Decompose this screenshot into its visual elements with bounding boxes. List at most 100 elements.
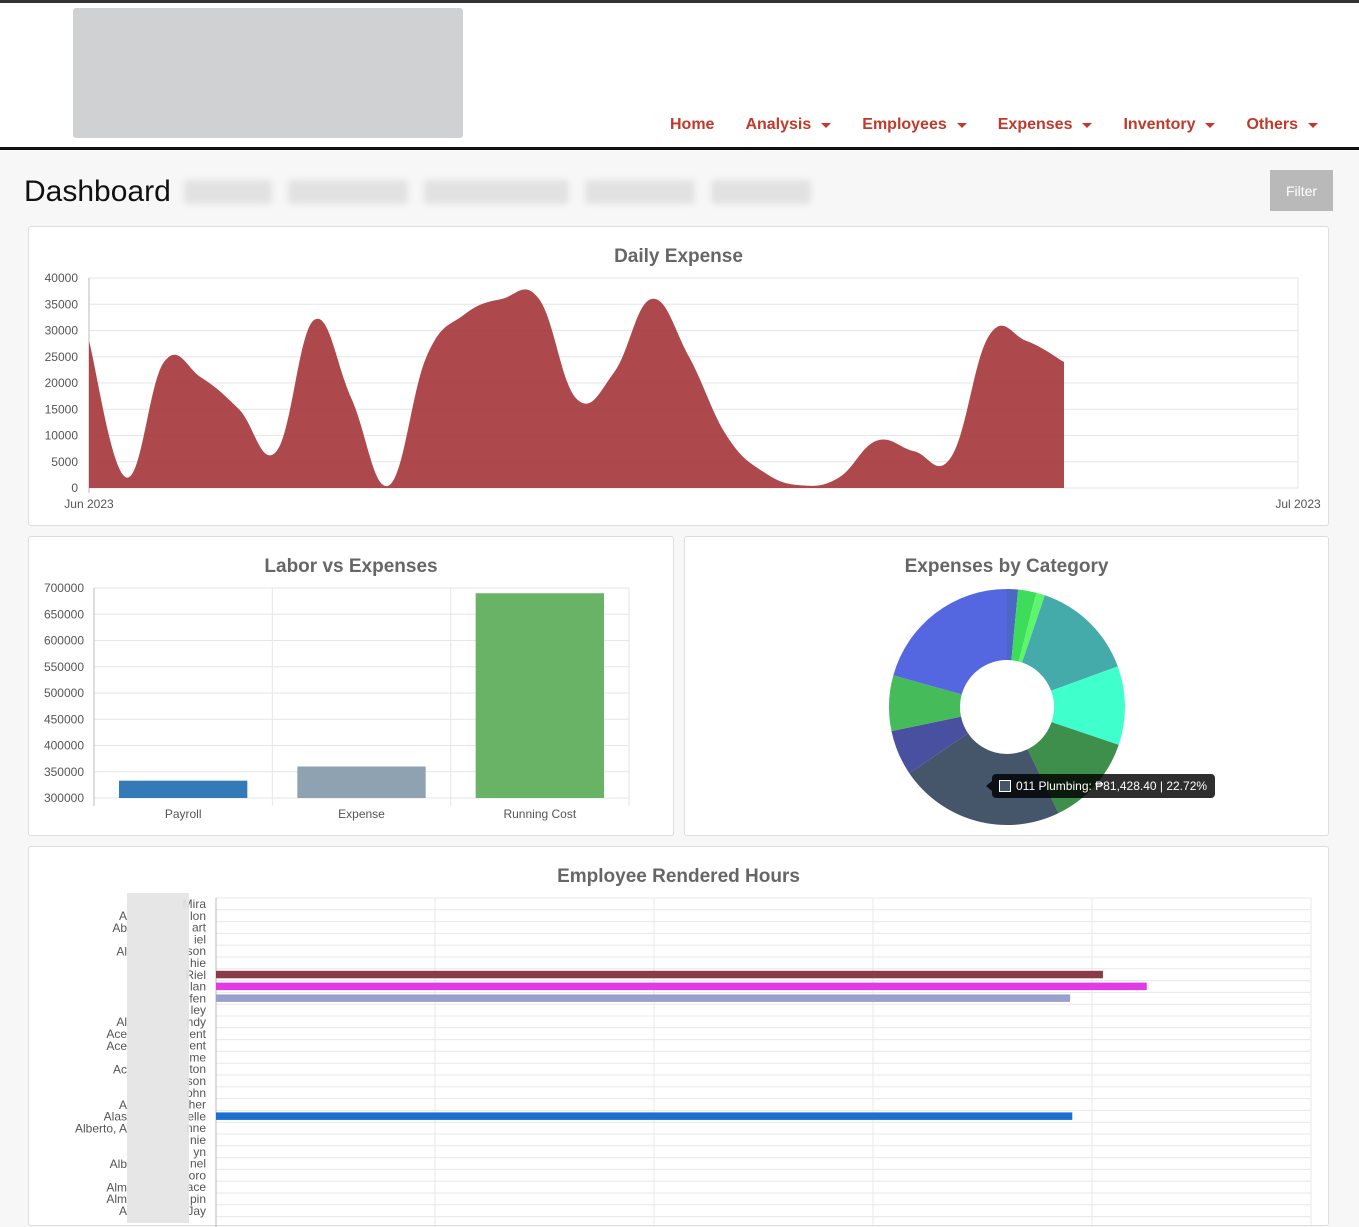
- redacted-subtitle: [184, 180, 811, 206]
- nav-others[interactable]: Others: [1246, 116, 1319, 134]
- employee-name-prefix: Alas: [104, 1110, 127, 1124]
- bar-expense: [297, 766, 426, 798]
- employee-name-suffix: ohn: [186, 1086, 206, 1100]
- daily-expense-title: Daily Expense: [614, 246, 743, 267]
- employee-name-suffix: ndy: [187, 1015, 206, 1029]
- tooltip-swatch: [999, 780, 1011, 792]
- x-end-label: Jul 2023: [1275, 497, 1321, 511]
- employee-name-suffix: ley: [191, 1003, 206, 1017]
- pie-slice-4: [1051, 666, 1125, 745]
- bar-running-cost: [475, 593, 604, 798]
- header-divider: [0, 147, 1359, 150]
- nav-home[interactable]: Home: [670, 116, 715, 133]
- daily-expense-panel: Daily Expense 0 5000 10000 15000 20000 25000 3…: [28, 226, 1329, 526]
- employee-name-prefix: Ace: [106, 1027, 127, 1041]
- employee-name-prefix: Ace: [106, 1039, 127, 1053]
- nav-analysis[interactable]: Analysis: [745, 116, 832, 134]
- pie-slice-9: [893, 589, 1007, 695]
- y-tick-label: 15000: [45, 402, 79, 416]
- employee-name-suffix: son: [187, 1074, 206, 1088]
- filter-button[interactable]: Filter: [1270, 170, 1333, 211]
- y-tick-label: 500000: [44, 686, 84, 700]
- y-tick-label: 30000: [45, 324, 79, 338]
- bar-payroll: [119, 780, 248, 798]
- page-title: Dashboard: [24, 175, 171, 208]
- header: Home Analysis Employees Expenses Invento…: [0, 3, 1359, 148]
- y-tick-label: 700000: [44, 581, 84, 595]
- caret-down-icon: [1082, 122, 1093, 128]
- employee-name-prefix: Alb: [110, 1157, 128, 1171]
- y-tick-label: 600000: [44, 634, 84, 648]
- y-tick-label: 25000: [45, 350, 79, 364]
- nav-expenses[interactable]: Expenses: [998, 116, 1093, 134]
- expenses-by-category-chart: [889, 589, 1125, 825]
- x-tick-label: Running Cost: [503, 807, 576, 821]
- employee-name-suffix: ent: [189, 1039, 206, 1053]
- employee-name-prefix: Alm: [106, 1192, 127, 1206]
- y-tick-label: 550000: [44, 660, 84, 674]
- employee-name-suffix: fen: [189, 991, 206, 1005]
- daily-expense-chart: 0 5000 10000 15000 20000 25000 30000 35000 40000…: [45, 271, 1321, 511]
- employee-name-suffix: lon: [190, 909, 206, 923]
- employee-hours-title: Employee Rendered Hours: [557, 866, 800, 887]
- daily-expense-area: [89, 289, 1064, 488]
- employee-name-suffix: Jay: [187, 1204, 206, 1218]
- y-tick-label: 35000: [45, 297, 79, 311]
- labor-vs-expenses-chart: 300000 350000 400000 450000 500000 550000 6000…: [44, 581, 630, 821]
- caret-down-icon: [821, 122, 832, 128]
- pie-slice-7: [891, 716, 969, 774]
- employee-hours-panel: Employee Rendered Hours Mira lon art iel son…: [28, 846, 1329, 1227]
- y-tick-label: 40000: [45, 271, 79, 285]
- employee-name-suffix: son: [187, 944, 206, 958]
- y-tick-label: 20000: [45, 376, 79, 390]
- y-tick-label: 450000: [44, 712, 84, 726]
- employee-name-suffix: ton: [189, 1062, 206, 1076]
- y-tick-label: 5000: [51, 455, 78, 469]
- employee-name-suffix: nel: [190, 1157, 206, 1171]
- pie-slice-1: [1011, 589, 1037, 662]
- y-tick-label: 10000: [45, 429, 79, 443]
- tooltip-text: 011 Plumbing: ₱81,428.40 | 22.72%: [1016, 779, 1208, 793]
- employee-name-suffix: Riel: [185, 968, 206, 982]
- employee-name-prefix: Al: [116, 1015, 127, 1029]
- pie-slice-3: [1022, 595, 1118, 691]
- labor-title: Labor vs Expenses: [264, 556, 438, 577]
- employee-name-prefix: Al: [116, 944, 127, 958]
- y-tick-label: 300000: [44, 791, 84, 805]
- nav-employees[interactable]: Employees: [862, 116, 967, 134]
- y-tick-label: 650000: [44, 607, 84, 621]
- employee-name-prefix: A: [119, 1204, 127, 1218]
- main-nav: Home Analysis Employees Expenses Invento…: [650, 111, 1329, 139]
- employee-hours-chart: MiralonartielsonhieRiellanfenleyndyenten…: [75, 893, 1312, 1227]
- category-title: Expenses by Category: [904, 556, 1109, 577]
- caret-down-icon: [1308, 122, 1319, 128]
- employee-name-suffix: pin: [190, 1192, 206, 1206]
- pie-slice-8: [889, 675, 962, 732]
- employee-name-suffix: lan: [190, 980, 206, 994]
- x-tick-label: Expense: [338, 807, 385, 821]
- employee-name-prefix: A: [119, 909, 127, 923]
- employee-name-suffix: hie: [190, 956, 206, 970]
- pie-slice-2: [1018, 592, 1045, 663]
- top-border: [0, 0, 1359, 3]
- employee-name-suffix: her: [189, 1098, 206, 1112]
- x-start-label: Jun 2023: [64, 497, 114, 511]
- employee-name-suffix: ace: [187, 1180, 207, 1194]
- hours-bar-1: [216, 982, 1147, 991]
- caret-down-icon: [1205, 122, 1216, 128]
- employee-name-prefix: Ac: [113, 1062, 127, 1076]
- employee-name-suffix: nne: [186, 1121, 206, 1135]
- hours-bar-3: [216, 1112, 1073, 1120]
- pie-tooltip: 011 Plumbing: ₱81,428.40 | 22.72%: [985, 774, 1216, 798]
- employee-name-suffix: nie: [190, 1133, 206, 1147]
- employee-name-suffix: elle: [187, 1109, 206, 1123]
- pie-slice-6: [909, 733, 1059, 825]
- logo-placeholder: [73, 8, 463, 138]
- pie-slice-0: [1007, 589, 1019, 661]
- employee-name-prefix: A: [119, 1098, 127, 1112]
- employee-name-suffix: oro: [189, 1168, 207, 1182]
- employee-name-suffix: art: [192, 921, 207, 935]
- nav-inventory[interactable]: Inventory: [1123, 116, 1216, 134]
- hours-bar-0: [216, 970, 1103, 979]
- labor-vs-expenses-panel: Labor vs Expenses 300000 350000 400000 4500…: [28, 536, 674, 836]
